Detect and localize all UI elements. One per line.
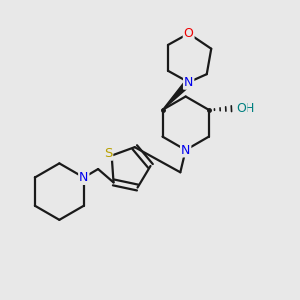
Text: O: O: [184, 27, 194, 40]
Text: H: H: [244, 102, 254, 115]
Text: N: N: [79, 171, 88, 184]
Text: O: O: [236, 102, 246, 115]
Text: N: N: [184, 76, 193, 89]
Text: S: S: [104, 147, 112, 160]
Text: N: N: [181, 143, 190, 157]
Polygon shape: [163, 80, 191, 110]
